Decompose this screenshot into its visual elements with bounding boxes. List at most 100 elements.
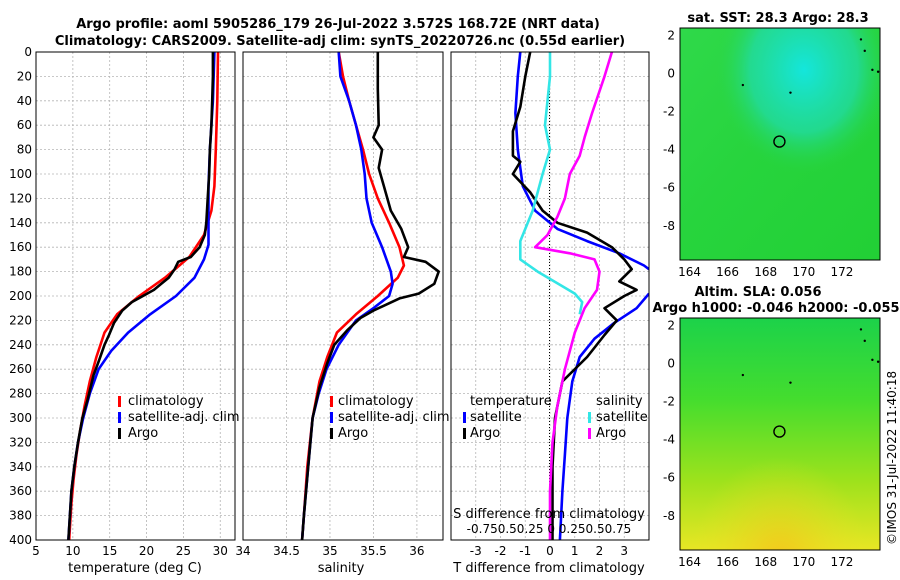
map-y-tick-label: 0 — [667, 67, 675, 81]
sla-map-subtitle: Argo h1000: -0.046 h2000: -0.055 — [652, 301, 899, 316]
island-dot — [741, 373, 745, 377]
map-y-tick-label: -2 — [663, 105, 675, 119]
sla-map-marks: 164 166 168 170 172 2 0 -2 -4 -6 -8 — [663, 319, 880, 569]
salinity-panel: 34 34.5 35 35.5 36 salinity climatology sate… — [235, 51, 450, 576]
difference-legend: temperature salinity satellite Argo sate… — [463, 394, 648, 441]
y-tick-label: 40 — [17, 94, 32, 108]
y-tick-label: 280 — [9, 387, 32, 401]
y-tick-label: 220 — [9, 313, 32, 327]
legend-marker-argo — [330, 428, 333, 439]
temperature-panel: 0 20 40 60 80 100 120 140 160 180 200 220 240 260 280 3… — [9, 45, 240, 576]
island-dot — [876, 360, 880, 363]
map-y-tick-label: -8 — [663, 219, 675, 233]
difference-lines — [511, 52, 649, 540]
sst-map-frame — [679, 27, 881, 261]
sla-map-panel: Altim. SLA: 0.056 Argo h1000: -0.046 h20… — [652, 285, 899, 569]
x-tick-label: 35 — [322, 544, 337, 558]
y-tick-label: 20 — [17, 69, 32, 83]
x-tick-label: -2 — [495, 544, 507, 558]
difference-top-label: S difference from climatology — [453, 507, 645, 522]
legend-marker-satellite — [118, 412, 121, 423]
timestamp: ©IMOS 31-Jul-2022 11:40:18 — [885, 371, 899, 545]
legend-marker-t-satellite — [463, 412, 466, 423]
y-tick-label: 400 — [9, 533, 32, 547]
island-dot — [741, 83, 745, 87]
temperature-ticks: 0 20 40 60 80 100 120 140 160 180 200 220 240 260 280 3… — [9, 45, 228, 558]
map-x-tick-label: 166 — [716, 555, 739, 569]
map-y-tick-label: 2 — [667, 29, 675, 43]
temperature-grid — [36, 52, 235, 540]
legend-label: Argo — [338, 426, 368, 441]
map-x-tick-label: 166 — [716, 265, 739, 279]
y-tick-label: 80 — [17, 143, 32, 157]
legend-label: climatology — [338, 394, 414, 409]
x-tick-label: 3 — [620, 544, 628, 558]
salinity-grid — [243, 52, 443, 540]
island-dot — [859, 38, 863, 41]
map-x-tick-label: 172 — [830, 265, 853, 279]
legend-marker-t-argo — [463, 428, 466, 439]
y-tick-label: 200 — [9, 289, 32, 303]
salinity-frame — [242, 51, 444, 541]
x-tick-label: -1 — [519, 544, 531, 558]
sla-map-title: Altim. SLA: 0.056 — [695, 285, 822, 300]
series-line — [511, 52, 638, 540]
series-line — [533, 52, 614, 540]
sst-map-panel: sat. SST: 28.3 Argo: 28.3 164 166 168 170 17… — [663, 11, 881, 279]
map-x-tick-label: 168 — [754, 265, 777, 279]
x-tick-label: -3 — [470, 544, 482, 558]
x-tick-label: 36 — [409, 544, 424, 558]
legend-marker-s-argo — [588, 428, 591, 439]
y-tick-label: 180 — [9, 265, 32, 279]
argo-position-marker — [773, 135, 786, 148]
legend-marker-s-satellite — [588, 412, 591, 423]
legend-label: Argo — [128, 426, 158, 441]
map-x-tick-label: 168 — [754, 555, 777, 569]
legend-label: satellite-adj. clim — [338, 410, 450, 425]
island-dot — [871, 358, 874, 362]
argo-position-marker — [773, 425, 786, 438]
x-tick-label: 2 — [596, 544, 604, 558]
x-tick-label: 1 — [571, 544, 579, 558]
y-tick-label: 100 — [9, 167, 32, 181]
legend-title-temperature: temperature — [470, 394, 552, 409]
legend-label: satellite — [596, 410, 648, 425]
y-tick-label: 140 — [9, 216, 32, 230]
legend-label: Argo — [596, 426, 626, 441]
series-line — [518, 52, 584, 315]
map-y-tick-label: -4 — [663, 433, 675, 447]
legend-label: climatology — [128, 394, 204, 409]
header-line1: Argo profile: aoml 5905286_179 26-Jul-20… — [76, 17, 600, 32]
legend-label: satellite — [470, 410, 522, 425]
map-x-tick-label: 164 — [678, 265, 701, 279]
sla-map-frame — [679, 317, 881, 551]
island-dot — [871, 68, 874, 72]
y-tick-label: 340 — [9, 460, 32, 474]
x-tick-label: 35.5 — [360, 544, 387, 558]
salinity-ticks: 34 34.5 35 35.5 36 — [235, 544, 424, 558]
island-dot — [789, 91, 792, 94]
legend-marker-satellite — [330, 412, 333, 423]
sst-map-title: sat. SST: 28.3 Argo: 28.3 — [687, 11, 868, 26]
map-x-tick-label: 170 — [792, 265, 815, 279]
map-y-tick-label: 2 — [667, 319, 675, 333]
y-tick-label: 260 — [9, 362, 32, 376]
map-y-tick-label: -4 — [663, 143, 675, 157]
island-dot — [789, 381, 792, 384]
legend-marker-climatology — [330, 396, 333, 407]
temperature-lines — [67, 52, 220, 540]
series-line — [300, 52, 441, 540]
map-y-tick-label: -6 — [663, 471, 675, 485]
x-tick-label: 0 — [546, 544, 554, 558]
legend-label: satellite-adj. clim — [128, 410, 240, 425]
sla-map-high-patch — [680, 318, 880, 550]
sst-map-warm-patch — [680, 28, 880, 260]
difference-panel: -3 -2 -1 0 1 2 3 T difference from climatology… — [450, 51, 650, 576]
y-tick-label: 240 — [9, 338, 32, 352]
y-tick-label: 60 — [17, 118, 32, 132]
header-line2: Climatology: CARS2009. Satellite-adj cli… — [55, 34, 625, 49]
map-y-tick-label: 0 — [667, 357, 675, 371]
salinity-lines — [300, 52, 441, 540]
difference-xlabel: T difference from climatology — [452, 561, 645, 576]
